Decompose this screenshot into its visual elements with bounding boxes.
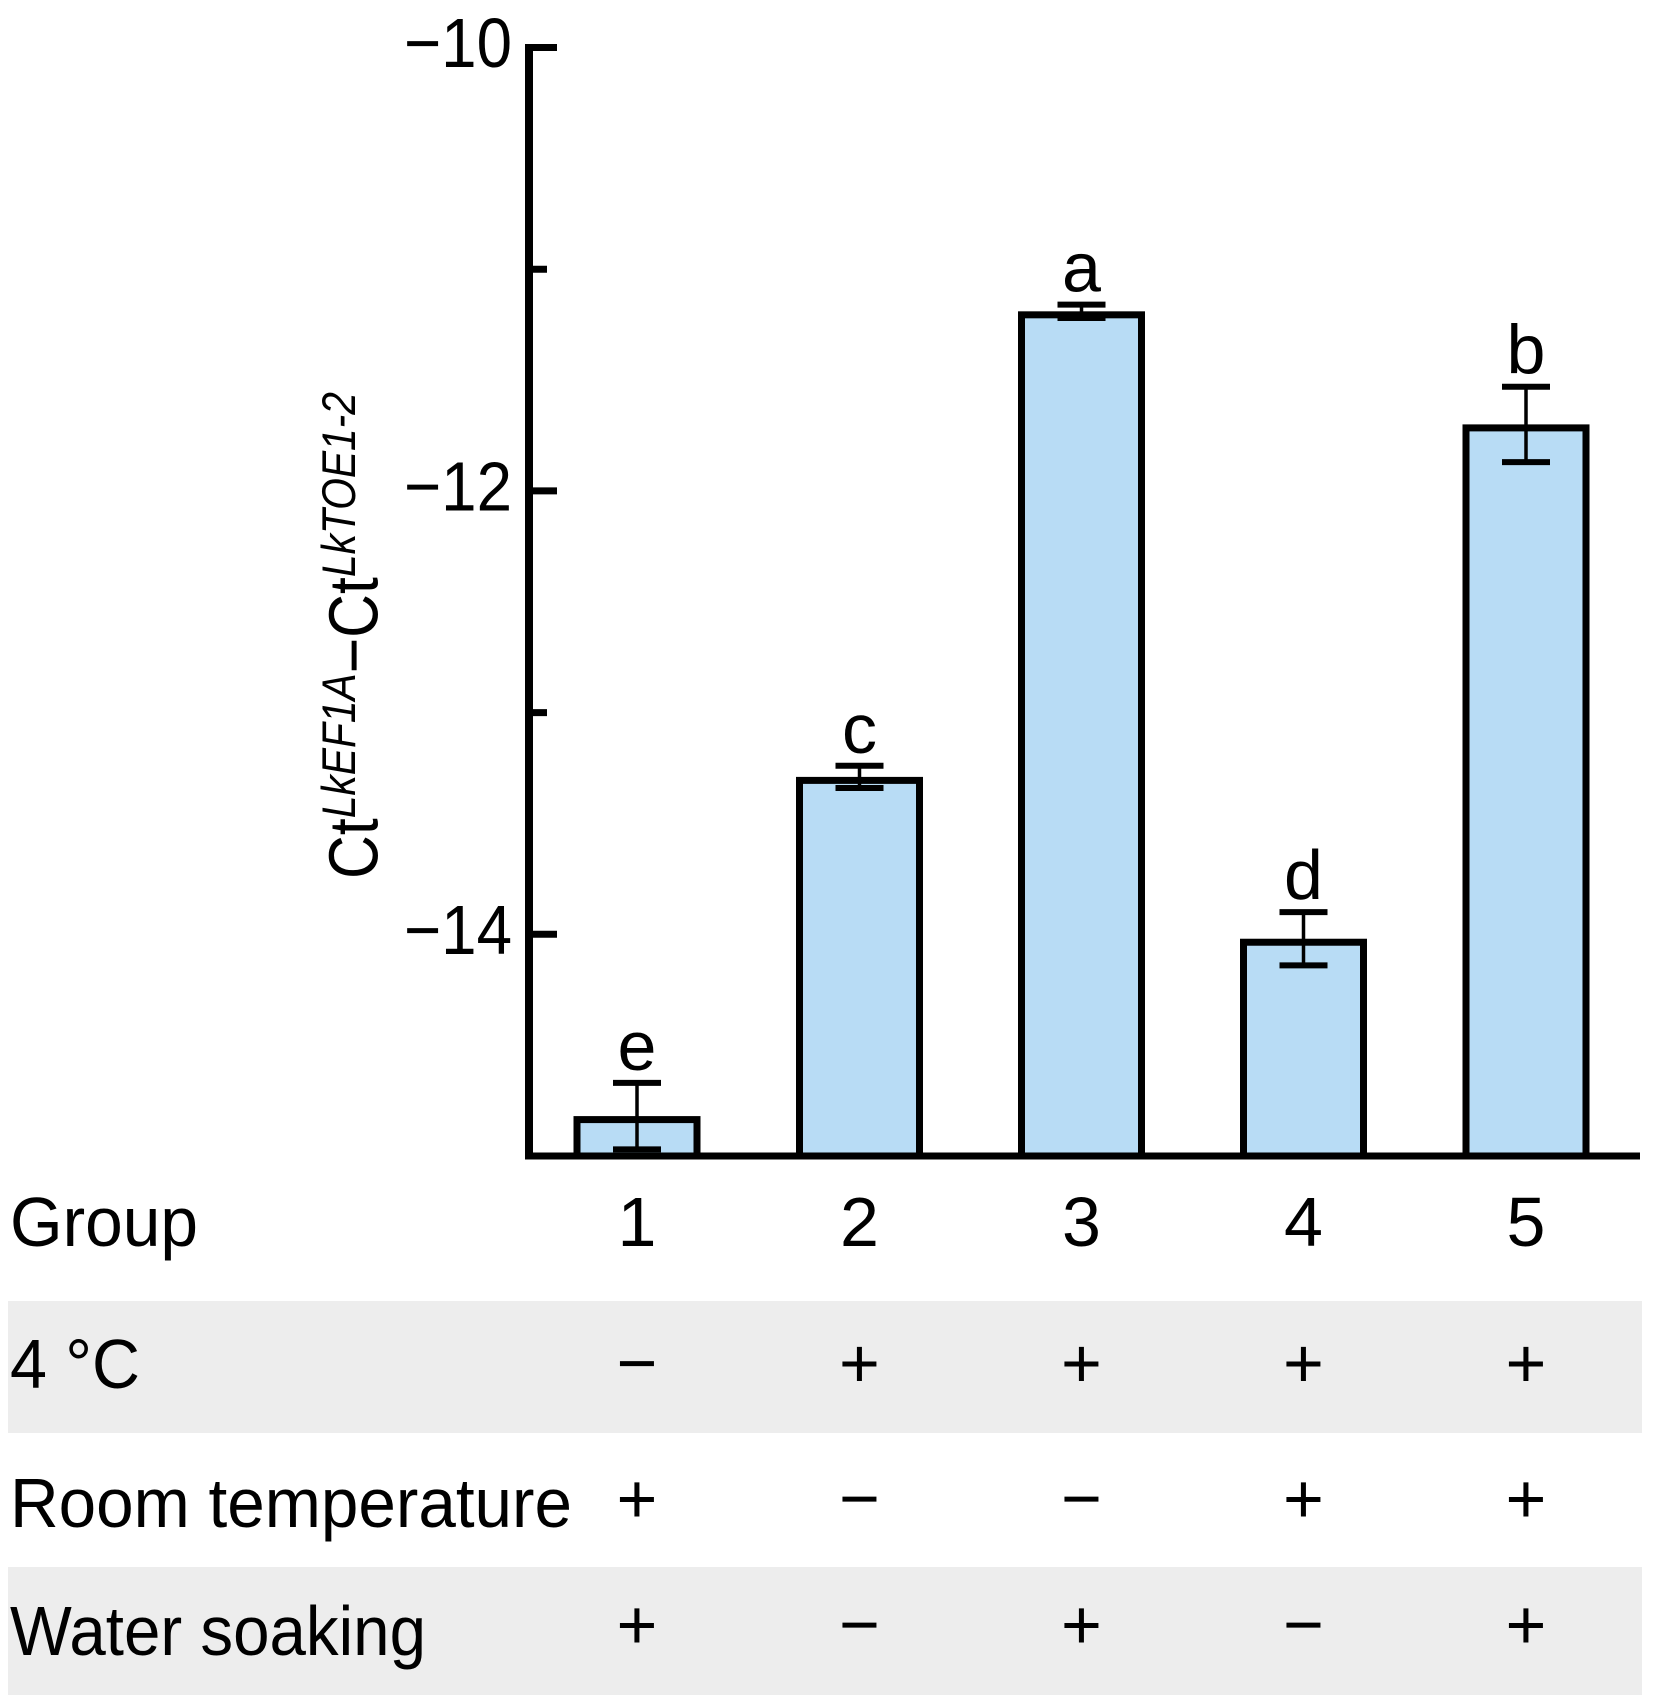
significance-letter: e — [618, 1007, 657, 1085]
table-row-label: Room temperature — [10, 1464, 572, 1542]
group-number: 2 — [840, 1183, 879, 1261]
table-cell-symbol: + — [1506, 1586, 1547, 1664]
axes: −10 −12 −14 — [404, 4, 1640, 1160]
y-axis-label-text: CtLkEF1A−CtLkTOE1-2 — [313, 392, 392, 879]
y-tick-label: −10 — [404, 4, 512, 82]
group-row-label: Group — [10, 1183, 198, 1261]
table-cell-symbol: + — [617, 1460, 658, 1538]
y-tick-label: −14 — [404, 891, 512, 969]
y-axis-label: CtLkEF1A−CtLkTOE1-2 — [313, 392, 392, 879]
significance-letter: b — [1507, 311, 1546, 389]
group-number: 5 — [1507, 1183, 1546, 1261]
significance-letter: c — [842, 690, 877, 768]
bars — [573, 311, 1590, 1160]
table-cell-symbol: − — [1283, 1586, 1324, 1664]
group-number: 4 — [1284, 1183, 1323, 1261]
y-tick-label: −12 — [404, 447, 512, 525]
table-cell-symbol: − — [1061, 1460, 1102, 1538]
table-cell-symbol: + — [1506, 1324, 1547, 1402]
significance-letters: e c a d b — [618, 229, 1546, 1085]
condition-table: Group 1 2 3 4 5 4 °C − + + + + Room temperature + − − + +… — [10, 1183, 1546, 1670]
table-cell-symbol: − — [839, 1586, 880, 1664]
bar — [1018, 311, 1145, 1160]
significance-letter: d — [1284, 836, 1323, 914]
table-cell-symbol: + — [617, 1586, 658, 1664]
table-cell-symbol: + — [1061, 1324, 1102, 1402]
bar — [796, 776, 923, 1160]
group-number: 3 — [1062, 1183, 1101, 1261]
significance-letter: a — [1062, 229, 1101, 307]
group-number: 1 — [618, 1183, 657, 1261]
table-row-label: 4 °C — [10, 1325, 140, 1403]
table-row-label: Water soaking — [10, 1592, 426, 1670]
table-cell-symbol: − — [617, 1324, 658, 1402]
table-cell-symbol: + — [839, 1324, 880, 1402]
y-axis-label-base: Ct — [314, 818, 392, 879]
table-cell-symbol: + — [1506, 1460, 1547, 1538]
error-bars — [613, 301, 1550, 1153]
y-axis-label-base: − — [314, 638, 392, 673]
y-axis-label-base: Ct — [314, 577, 392, 638]
y-axis-label-superscript: LkEF1A — [313, 673, 365, 818]
table-cell-symbol: + — [1283, 1460, 1324, 1538]
bar — [1462, 424, 1590, 1160]
table-cell-symbol: − — [839, 1460, 880, 1538]
table-row-band — [8, 1567, 1642, 1695]
table-cell-symbol: + — [1061, 1586, 1102, 1664]
bar — [1240, 938, 1367, 1160]
table-cell-symbol: + — [1283, 1324, 1324, 1402]
y-axis-label-superscript: LkTOE1-2 — [313, 392, 365, 577]
table-row-band — [8, 1301, 1642, 1433]
table-row-shading — [8, 1301, 1642, 1695]
